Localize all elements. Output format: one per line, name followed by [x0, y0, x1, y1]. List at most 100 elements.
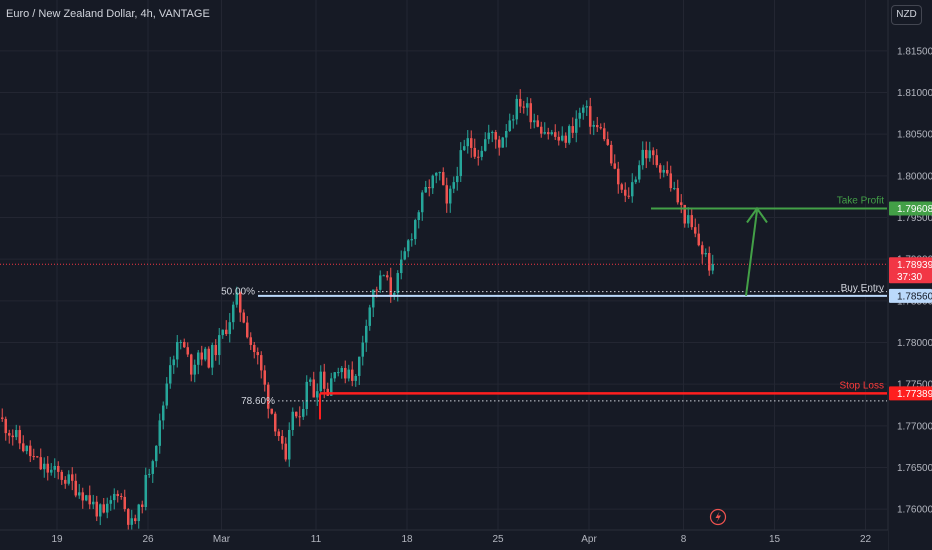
candle-body: [309, 379, 312, 382]
candle: [211, 342, 214, 376]
candle-body: [176, 342, 179, 360]
current-price-tag-countdown: 37:30: [897, 272, 922, 283]
candle: [484, 132, 487, 152]
candle-body: [232, 304, 235, 323]
y-tick-label: 1.79500: [897, 213, 932, 224]
candle: [330, 372, 333, 396]
candle-body: [57, 465, 60, 472]
stop-loss-tag-label: 1.77389: [897, 389, 932, 400]
candle: [225, 320, 228, 336]
candle-body: [46, 463, 49, 473]
candle-body: [477, 156, 480, 158]
candle: [162, 401, 165, 430]
candle: [708, 246, 711, 276]
candle-body: [421, 192, 424, 213]
candle: [120, 493, 123, 500]
candle-body: [526, 103, 529, 108]
candle-body: [214, 344, 217, 356]
candle-body: [99, 504, 102, 517]
candle: [270, 408, 273, 415]
current-price-tag-label: 1.78939: [897, 260, 932, 271]
candle-body: [106, 503, 109, 513]
x-tick-label: 8: [681, 534, 687, 545]
candle-body: [603, 128, 606, 140]
candle-body: [340, 367, 343, 373]
candle-body: [424, 186, 427, 193]
candle: [690, 209, 693, 230]
candle: [134, 514, 137, 525]
candle-body: [137, 504, 140, 522]
candle: [141, 500, 144, 514]
candle-body: [529, 103, 532, 123]
candle-body: [515, 98, 518, 120]
candle: [666, 161, 669, 176]
candle-body: [141, 504, 144, 508]
candle-body: [88, 495, 91, 505]
candle-body: [29, 445, 32, 457]
candle-body: [407, 240, 410, 252]
candle-body: [690, 215, 693, 228]
candle-body: [452, 182, 455, 189]
x-tick-label: 15: [769, 534, 781, 545]
candle-body: [445, 185, 448, 204]
candle: [561, 126, 564, 142]
candle: [662, 165, 665, 178]
lightning-bolt-icon[interactable]: [709, 508, 727, 526]
candle-body: [193, 364, 196, 375]
candle-body: [456, 176, 459, 183]
candle-body: [592, 125, 595, 127]
candle: [473, 138, 476, 159]
candle: [543, 122, 546, 135]
candle: [263, 365, 266, 392]
candle-body: [491, 132, 494, 134]
candle: [410, 233, 413, 247]
candle-body: [344, 367, 347, 379]
candle-body: [487, 132, 490, 140]
candle-body: [620, 184, 623, 190]
candle: [333, 371, 336, 382]
candle: [529, 98, 532, 129]
candle: [697, 223, 700, 247]
candle: [592, 120, 595, 136]
candle-body: [305, 381, 308, 410]
candle: [81, 487, 84, 509]
candle: [596, 116, 599, 132]
candle: [533, 113, 536, 129]
y-tick-label: 1.80500: [897, 130, 932, 141]
candle-body: [368, 307, 371, 326]
candle: [186, 342, 189, 358]
candle-body: [557, 136, 560, 141]
candle: [617, 161, 620, 194]
candle-body: [148, 473, 151, 475]
candle: [613, 154, 616, 170]
candle-body: [260, 355, 263, 371]
candle: [620, 182, 623, 194]
candle: [442, 167, 445, 186]
candle-body: [389, 277, 392, 297]
candle: [669, 165, 672, 192]
candle: [204, 346, 207, 362]
candle-body: [64, 479, 67, 484]
candle-body: [596, 125, 599, 128]
candle-body: [15, 430, 18, 438]
candle: [711, 254, 714, 275]
candle-body: [81, 492, 84, 501]
candle: [64, 476, 67, 489]
candle-body: [74, 480, 77, 496]
candle-body: [253, 344, 256, 353]
candle: [113, 488, 116, 510]
candle-body: [127, 509, 130, 525]
currency-button[interactable]: NZD: [891, 5, 922, 25]
candle-body: [680, 202, 683, 205]
candle: [435, 172, 438, 184]
candle: [148, 468, 151, 478]
candle-body: [379, 275, 382, 290]
candle-body: [239, 292, 242, 313]
candle: [260, 351, 263, 379]
candle: [655, 149, 658, 168]
candle-body: [442, 172, 445, 186]
candle-body: [498, 139, 501, 148]
candle: [197, 350, 200, 375]
candle: [165, 377, 168, 409]
